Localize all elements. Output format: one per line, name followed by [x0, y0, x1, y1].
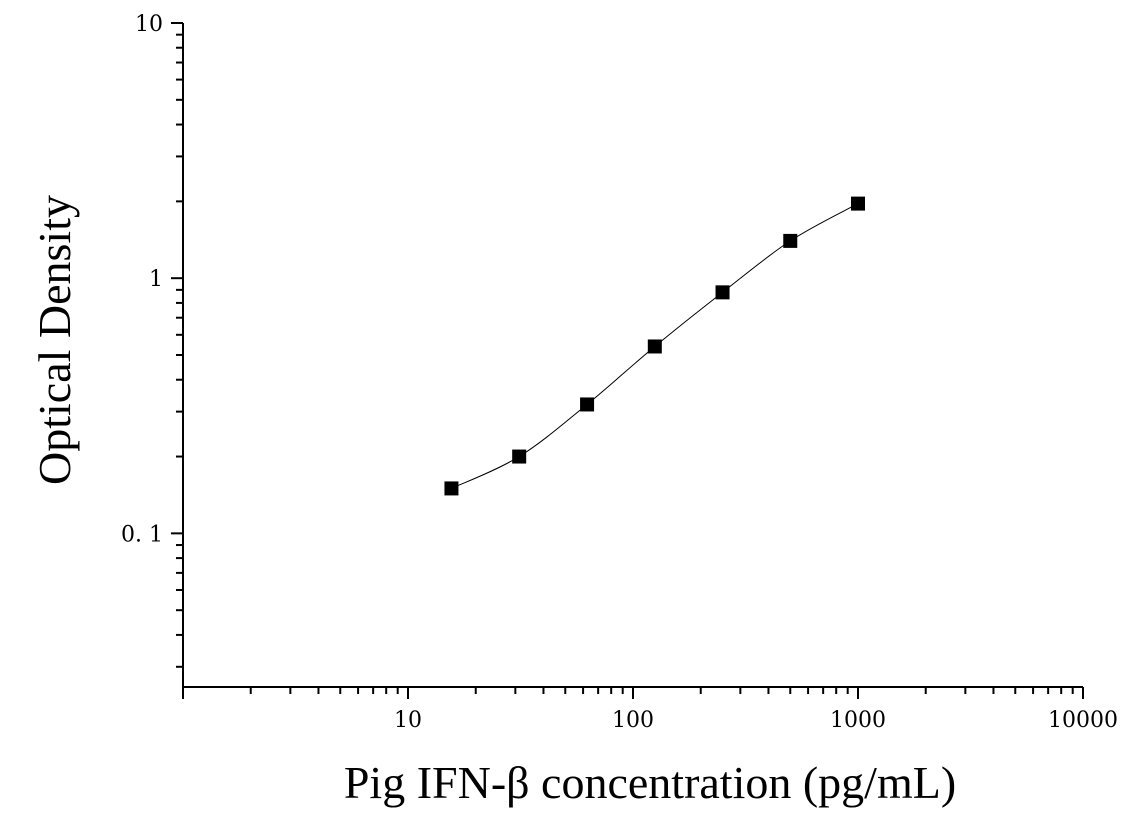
x-tick-label: 1000: [830, 708, 886, 733]
x-tick-label: 10: [394, 708, 422, 733]
y-axis-title: Optical Density: [29, 195, 80, 485]
y-tick-label: 0. 1: [121, 522, 163, 547]
data-point: [851, 196, 865, 211]
data-points: [444, 196, 865, 496]
tick-labels: 10 100 1000 10000 0. 1 1 10: [121, 12, 1118, 733]
y-tick-label: 10: [135, 12, 163, 37]
x-tick-label: 10000: [1048, 708, 1118, 733]
data-point: [715, 285, 730, 300]
x-axis-title: Pig IFN-β concentration (pg/mL): [344, 757, 956, 808]
data-point: [647, 339, 662, 354]
y-tick-label: 1: [149, 267, 163, 292]
data-point: [512, 449, 527, 464]
data-point: [783, 233, 798, 248]
axes: [182, 23, 1083, 688]
x-tick-label: 100: [612, 708, 654, 733]
data-point: [580, 397, 595, 412]
axis-ticks: [171, 22, 1084, 699]
data-point: [444, 481, 459, 496]
